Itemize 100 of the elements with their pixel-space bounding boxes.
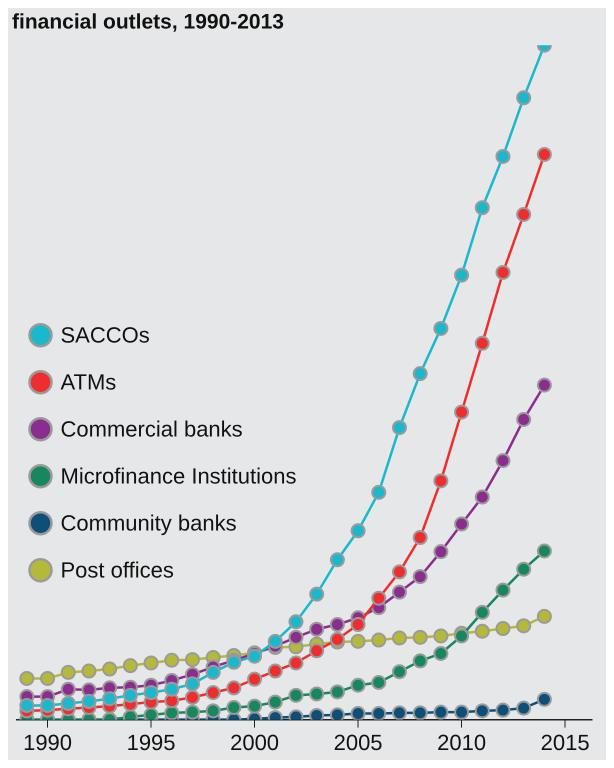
- point: [330, 684, 345, 700]
- point: [330, 632, 345, 647]
- x-tick-label: 2000: [230, 730, 280, 755]
- point: [60, 664, 76, 680]
- point: [60, 682, 76, 697]
- point: [392, 564, 407, 580]
- point: [474, 624, 490, 639]
- point: [412, 366, 428, 382]
- point: [226, 700, 242, 715]
- legend-label: Commercial banks: [60, 416, 243, 442]
- point: [350, 706, 366, 720]
- point: [102, 691, 118, 706]
- point: [184, 704, 200, 720]
- point: [433, 704, 448, 720]
- point: [495, 264, 510, 280]
- x-tick-label: 2010: [437, 730, 486, 755]
- point: [206, 703, 221, 718]
- point: [433, 473, 448, 488]
- point: [412, 569, 428, 584]
- point: [19, 670, 34, 686]
- point: [122, 658, 138, 674]
- point: [350, 678, 366, 693]
- point: [516, 90, 532, 106]
- point: [412, 705, 428, 720]
- point: [288, 655, 304, 670]
- point: [371, 675, 386, 690]
- point: [516, 206, 532, 222]
- point: [371, 706, 386, 720]
- point: [40, 698, 56, 713]
- point: [81, 694, 96, 709]
- point: [184, 652, 200, 668]
- point: [392, 705, 407, 720]
- point: [288, 688, 304, 703]
- point: [60, 696, 76, 711]
- point: [350, 634, 366, 649]
- point: [454, 268, 470, 283]
- point: [412, 653, 428, 668]
- point: [350, 523, 366, 538]
- point: [516, 562, 532, 577]
- point: [474, 336, 490, 351]
- point: [144, 685, 159, 700]
- point: [454, 704, 470, 720]
- point: [495, 702, 510, 718]
- point: [330, 617, 345, 632]
- x-tick-label: 1995: [126, 730, 176, 755]
- point: [288, 614, 304, 630]
- point: [330, 707, 345, 720]
- x-tick-label: 2005: [334, 730, 383, 755]
- point: [247, 672, 262, 687]
- point: [144, 655, 159, 670]
- point: [536, 378, 552, 393]
- point: [495, 582, 510, 598]
- point: [495, 148, 510, 164]
- point: [371, 590, 386, 606]
- legend-label: Community banks: [60, 510, 237, 536]
- point: [516, 412, 532, 427]
- point: [392, 584, 407, 600]
- point: [454, 404, 470, 420]
- legend-label: Post offices: [60, 557, 174, 582]
- legend-label: Microfinance Institutions: [60, 463, 296, 488]
- point: [371, 484, 386, 500]
- point: [412, 630, 428, 645]
- point: [474, 490, 490, 505]
- point: [371, 632, 386, 648]
- point: [19, 698, 34, 713]
- point: [433, 320, 448, 336]
- point: [206, 664, 221, 680]
- point: [122, 688, 138, 703]
- point: [330, 552, 345, 568]
- point: [102, 662, 118, 677]
- point: [516, 618, 532, 634]
- point: [144, 707, 159, 720]
- point: [309, 586, 324, 602]
- point: [81, 664, 96, 679]
- point: [40, 670, 56, 686]
- point: [536, 692, 552, 707]
- point: [516, 700, 532, 716]
- chart-title: financial outlets, 1990-2013: [12, 10, 284, 34]
- point: [433, 628, 448, 644]
- point: [474, 200, 490, 216]
- point: [309, 622, 324, 637]
- point: [164, 652, 180, 668]
- point: [164, 705, 180, 720]
- point: [247, 698, 262, 714]
- legend-label: ATMs: [60, 369, 116, 394]
- point: [392, 420, 407, 436]
- point: [433, 544, 448, 560]
- point: [495, 453, 510, 468]
- point: [412, 530, 428, 546]
- point: [474, 604, 490, 620]
- point: [454, 516, 470, 532]
- point: [536, 608, 552, 624]
- x-tick-label: 2015: [540, 730, 590, 755]
- point: [268, 694, 283, 710]
- point: [184, 690, 200, 705]
- point: [288, 630, 304, 645]
- point: [309, 686, 324, 702]
- point: [268, 664, 283, 679]
- point: [536, 544, 552, 558]
- point: [226, 680, 242, 696]
